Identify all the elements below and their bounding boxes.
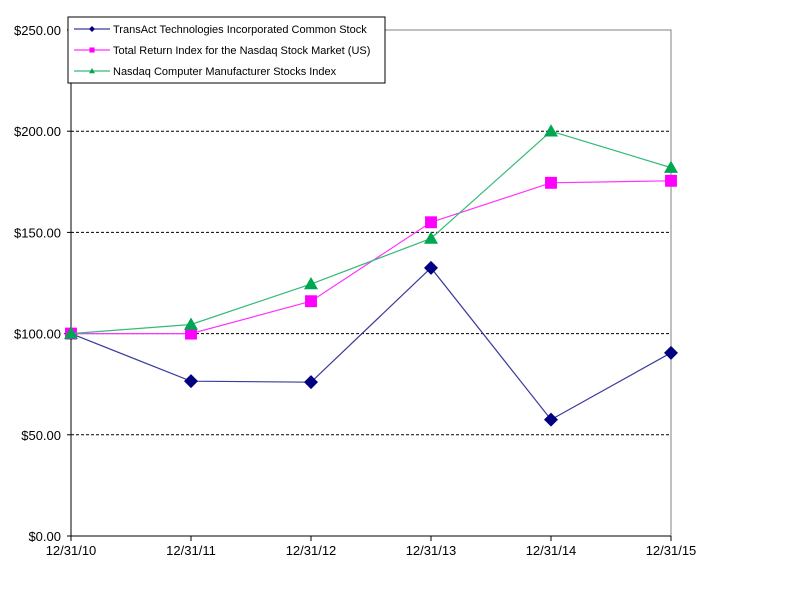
data-point-square [185, 327, 197, 340]
data-point-diamond [544, 412, 558, 427]
data-point-triangle [89, 68, 95, 74]
data-point-diamond [89, 26, 95, 32]
data-point-triangle [664, 160, 678, 173]
legend-label: Total Return Index for the Nasdaq Stock … [113, 45, 370, 57]
data-point-triangle [184, 317, 198, 330]
y-tick-label: $200.00 [14, 124, 61, 139]
data-point-diamond [664, 345, 678, 360]
data-point-triangle [544, 124, 558, 137]
data-point-square [665, 174, 677, 187]
data-point-triangle [64, 326, 78, 339]
series-line [70, 130, 672, 335]
y-tick-label: $150.00 [14, 225, 61, 240]
x-tick-label: 12/31/13 [406, 543, 457, 558]
data-point-diamond [304, 375, 318, 390]
legend-box [67, 16, 386, 84]
legend: TransAct Technologies Incorporated Commo… [67, 16, 386, 84]
x-tick-label: 12/31/14 [526, 543, 577, 558]
series-2 [64, 124, 678, 339]
grid-lines [71, 130, 671, 436]
data-point-triangle [424, 231, 438, 244]
series-line [70, 266, 672, 421]
y-axis: $0.00 $50.00 $100.00 $150.00 $200.00 $250.00 [14, 23, 72, 544]
y-tick-label: $250.00 [14, 23, 61, 38]
x-tick-label: 12/31/10 [46, 543, 97, 558]
data-point-diamond [424, 260, 438, 275]
y-tick-label: $0.00 [28, 529, 61, 544]
legend-label: Nasdaq Computer Manufacturer Stocks Inde… [113, 66, 337, 78]
x-tick-label: 12/31/12 [286, 543, 337, 558]
legend-label: TransAct Technologies Incorporated Commo… [113, 24, 367, 36]
data-point-square [425, 216, 437, 229]
series-1 [65, 174, 677, 340]
x-axis: 12/31/10 12/31/11 12/31/12 12/31/13 12/31/14… [46, 535, 697, 558]
x-tick-label: 12/31/15 [646, 543, 697, 558]
data-point-square [305, 295, 317, 308]
data-point-square [89, 47, 95, 53]
plot-area-frame [70, 29, 672, 537]
data-point-square [545, 176, 557, 189]
data-point-triangle [304, 277, 318, 290]
y-tick-label: $100.00 [14, 327, 61, 342]
x-tick-label: 12/31/11 [166, 543, 216, 558]
series-group [64, 124, 678, 427]
data-point-diamond [184, 374, 198, 389]
series-0 [64, 260, 678, 427]
y-tick-label: $50.00 [21, 428, 61, 443]
series-line [71, 180, 672, 335]
